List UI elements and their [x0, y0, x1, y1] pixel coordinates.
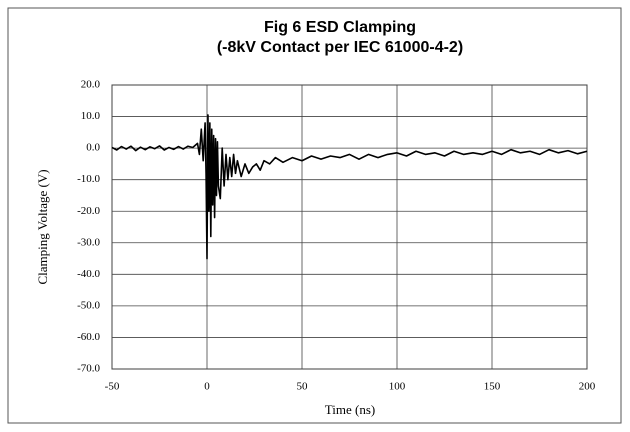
y-tick-label: 10.0: [81, 110, 101, 122]
x-tick-label: 50: [297, 381, 309, 393]
x-tick-label: 0: [204, 381, 210, 393]
y-tick-label: -30.0: [77, 236, 100, 248]
x-tick-label: 100: [389, 381, 406, 393]
x-tick-label: 200: [579, 381, 596, 393]
y-axis-label: Clamping Voltage (V): [35, 169, 50, 284]
y-tick-label: -70.0: [77, 363, 100, 375]
plot-area: [111, 84, 588, 370]
x-tick-label: 150: [484, 381, 501, 393]
y-tick-label: 20.0: [81, 79, 101, 91]
y-tick-label: -60.0: [77, 331, 100, 343]
y-tick-label: -20.0: [77, 205, 100, 217]
data-line: [111, 114, 588, 260]
y-tick-label: -50.0: [77, 299, 100, 311]
y-tick-label: -40.0: [77, 268, 100, 280]
x-tick-label: -50: [105, 381, 120, 393]
y-tick-label: 0.0: [86, 142, 100, 154]
y-tick-label: -10.0: [77, 173, 100, 185]
chart-subtitle: (-8kV Contact per IEC 61000-4-2): [217, 39, 463, 56]
chart-title: Fig 6 ESD Clamping: [264, 19, 416, 36]
x-axis-label: Time (ns): [325, 402, 375, 417]
